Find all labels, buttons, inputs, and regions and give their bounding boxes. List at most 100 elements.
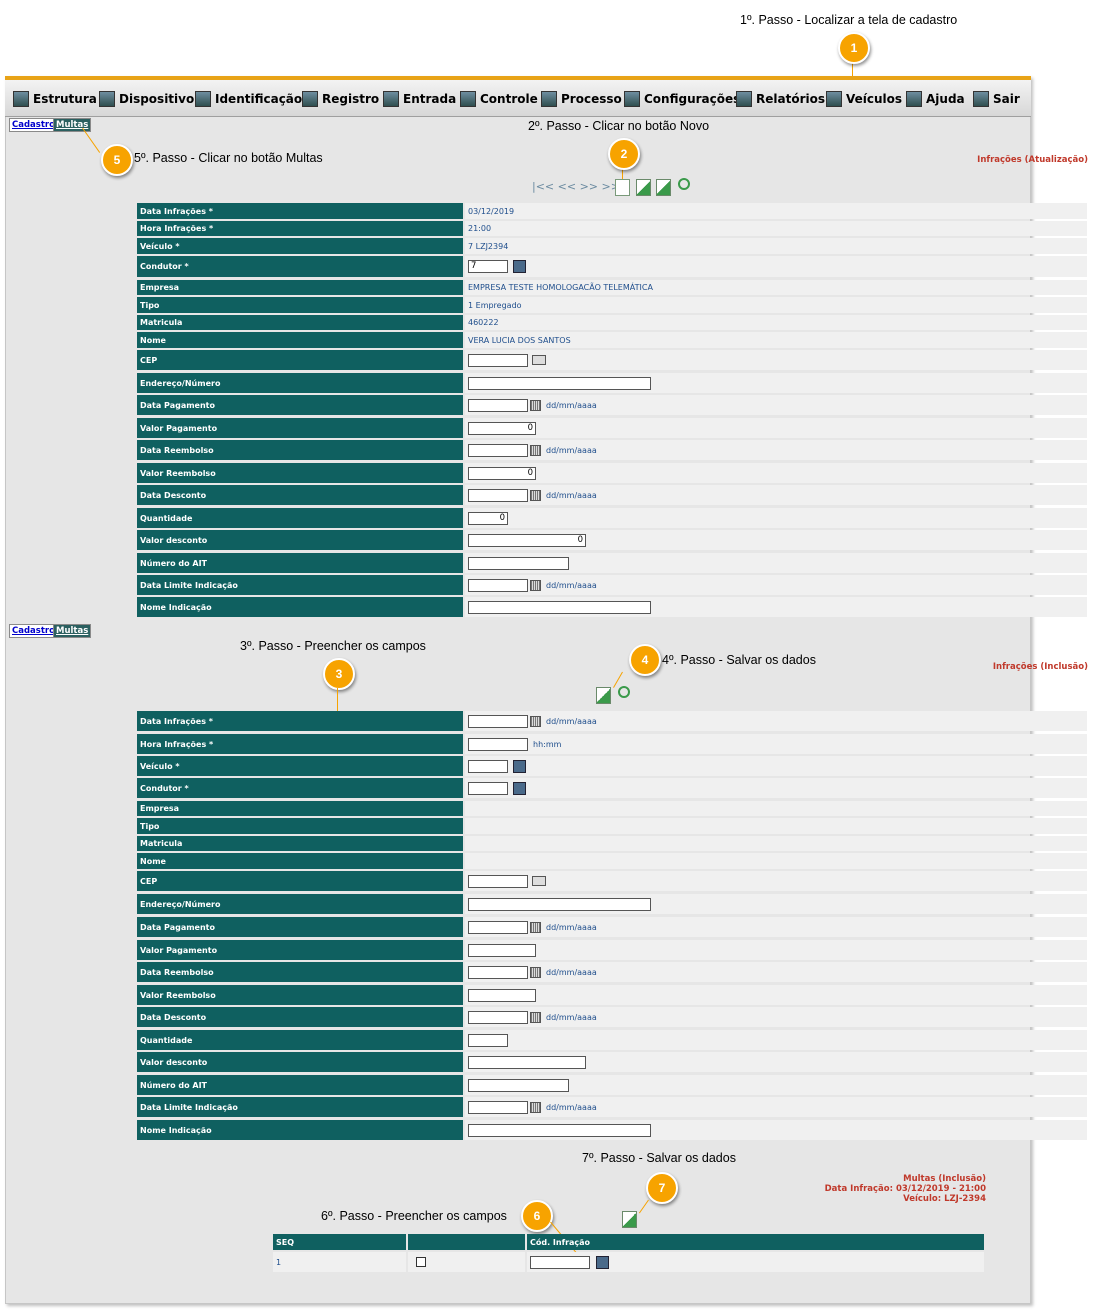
form-row: Empresa EMPRESA TESTE HOMOLOGACÃO TELEMÁT… xyxy=(137,280,1087,295)
menu-sair[interactable]: Sair xyxy=(973,90,1020,108)
field-label: Nome Indicação xyxy=(137,1120,463,1140)
tab-multas[interactable]: Multas xyxy=(53,118,92,132)
tab-cadastro[interactable]: Cadastro xyxy=(9,118,58,132)
calendar-icon[interactable] xyxy=(530,1101,541,1113)
undo-record-icon[interactable] xyxy=(656,179,671,196)
form-row: CEP xyxy=(137,350,1087,370)
save-multa-icon[interactable] xyxy=(622,1211,637,1228)
menu-estrutura[interactable]: Estrutura xyxy=(13,90,97,108)
field-input[interactable] xyxy=(468,714,528,728)
field-value-cell: 03/12/2019 xyxy=(465,203,1087,219)
lookup-icon[interactable] xyxy=(513,781,526,795)
save-record-icon[interactable] xyxy=(636,179,651,196)
field-label: Quantidade xyxy=(137,508,463,528)
menu-label: Estrutura xyxy=(33,92,97,106)
menu-ajuda[interactable]: Ajuda xyxy=(906,90,965,108)
field-input[interactable] xyxy=(468,488,528,502)
lookup-icon[interactable] xyxy=(513,759,526,773)
field-value-cell: 7 xyxy=(465,256,1087,277)
tab-cadastro-2[interactable]: Cadastro xyxy=(9,624,58,638)
field-input[interactable]: 0 xyxy=(468,421,536,435)
field-value: EMPRESA TESTE HOMOLOGACÃO TELEMÁTICA xyxy=(468,283,653,292)
menu-processo[interactable]: Processo xyxy=(541,90,622,108)
search-record-icon[interactable] xyxy=(678,178,690,190)
menu-configuracoes[interactable]: Configurações xyxy=(624,90,740,108)
field-input[interactable] xyxy=(468,443,528,457)
menu-identificacao[interactable]: Identificação xyxy=(195,90,302,108)
calendar-icon[interactable] xyxy=(530,715,541,727)
field-input[interactable] xyxy=(468,1078,569,1092)
field-input[interactable]: 0 xyxy=(468,533,586,547)
field-input[interactable] xyxy=(468,920,528,934)
menu-relatorios[interactable]: Relatórios xyxy=(736,90,825,108)
field-input[interactable] xyxy=(468,759,508,773)
field-value-cell xyxy=(465,801,1087,816)
field-input[interactable] xyxy=(468,874,528,888)
field-input[interactable]: 0 xyxy=(468,511,508,525)
menu-label: Identificação xyxy=(215,92,303,106)
form-row: Endereço/Número xyxy=(137,373,1087,393)
search-new-icon[interactable] xyxy=(618,686,630,698)
field-input[interactable] xyxy=(468,897,651,911)
form-row: Nome VERA LUCIA DOS SANTOS xyxy=(137,332,1087,348)
field-input[interactable] xyxy=(468,737,528,751)
field-input[interactable]: 7 xyxy=(468,260,508,273)
field-input[interactable] xyxy=(468,556,569,570)
form-row: Data Limite Indicação dd/mm/aaaa xyxy=(137,1097,1087,1117)
field-value-cell: 0 xyxy=(465,463,1087,483)
field-input[interactable] xyxy=(468,600,651,614)
menu-label: Sair xyxy=(993,92,1020,106)
field-input[interactable] xyxy=(468,398,528,412)
field-label: Valor Pagamento xyxy=(137,418,463,438)
form-row: Data Desconto dd/mm/aaaa xyxy=(137,485,1087,505)
field-input[interactable] xyxy=(468,376,651,390)
form-row: Empresa xyxy=(137,801,1087,816)
menu-entrada[interactable]: Entrada xyxy=(383,90,456,108)
field-input[interactable] xyxy=(468,943,536,957)
field-input[interactable] xyxy=(468,781,508,795)
field-label: Data Pagamento xyxy=(137,917,463,937)
menu-veiculos[interactable]: Veículos xyxy=(826,90,902,108)
calendar-icon[interactable] xyxy=(530,1011,541,1023)
field-value-cell: dd/mm/aaaa xyxy=(465,917,1087,937)
step-2-leader xyxy=(622,165,623,179)
field-input[interactable] xyxy=(468,578,528,592)
form-row: Tipo 1 Empregado xyxy=(137,297,1087,313)
calendar-icon[interactable] xyxy=(530,444,541,456)
menu-controle[interactable]: Controle xyxy=(460,90,538,108)
menu-icon xyxy=(99,91,115,107)
menu-dispositivo[interactable]: Dispositivo xyxy=(99,90,194,108)
field-input[interactable] xyxy=(468,1055,586,1069)
col-cod-infracao: Cód. Infração xyxy=(527,1234,984,1250)
step-4-badge: 4 xyxy=(629,644,661,676)
calendar-icon[interactable] xyxy=(530,489,541,501)
save-new-icon[interactable] xyxy=(596,687,611,704)
cep-search-icon[interactable] xyxy=(532,355,546,365)
tab-multas-2[interactable]: Multas xyxy=(53,624,92,638)
field-label: Veículo * xyxy=(137,756,463,776)
field-value-cell xyxy=(465,1075,1087,1095)
new-record-icon[interactable] xyxy=(615,179,630,196)
field-input[interactable] xyxy=(468,1010,528,1024)
step-5-badge: 5 xyxy=(101,144,133,176)
record-nav-arrows[interactable]: |<< << >> >>| xyxy=(532,180,624,193)
field-input[interactable] xyxy=(468,988,536,1002)
field-input[interactable] xyxy=(468,1100,528,1114)
row-checkbox[interactable] xyxy=(416,1257,426,1267)
field-input[interactable]: 0 xyxy=(468,466,536,480)
menu-registro[interactable]: Registro xyxy=(302,90,379,108)
form-row: Data Reembolso dd/mm/aaaa xyxy=(137,440,1087,460)
cep-search-icon[interactable] xyxy=(532,876,546,886)
field-input[interactable] xyxy=(468,965,528,979)
lookup-icon[interactable] xyxy=(596,1255,609,1269)
cod-infracao-input[interactable] xyxy=(530,1255,590,1269)
calendar-icon[interactable] xyxy=(530,579,541,591)
calendar-icon[interactable] xyxy=(530,966,541,978)
calendar-icon[interactable] xyxy=(530,399,541,411)
field-label: Tipo xyxy=(137,297,463,313)
field-input[interactable] xyxy=(468,1033,508,1047)
lookup-icon[interactable] xyxy=(513,260,526,273)
calendar-icon[interactable] xyxy=(530,921,541,933)
field-input[interactable] xyxy=(468,353,528,367)
field-input[interactable] xyxy=(468,1123,651,1137)
